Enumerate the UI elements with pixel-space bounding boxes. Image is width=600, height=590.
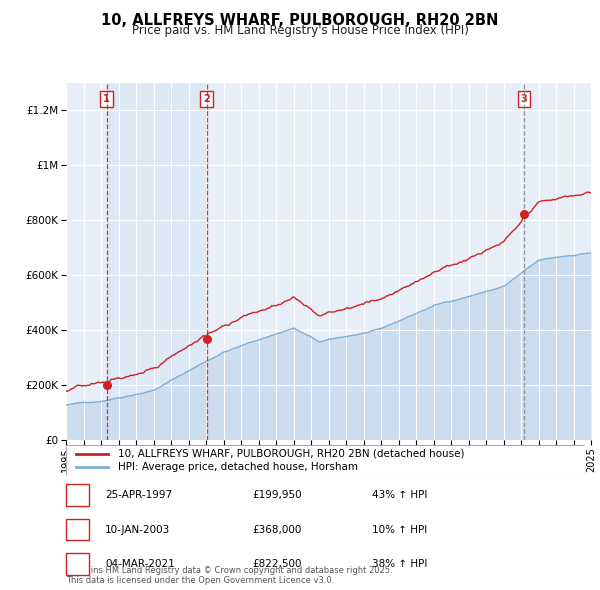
- Text: 10% ↑ HPI: 10% ↑ HPI: [372, 525, 427, 535]
- Text: 3: 3: [521, 94, 527, 104]
- Text: 3: 3: [74, 559, 81, 569]
- Text: 10, ALLFREYS WHARF, PULBOROUGH, RH20 2BN (detached house): 10, ALLFREYS WHARF, PULBOROUGH, RH20 2BN…: [118, 449, 464, 458]
- Text: 04-MAR-2021: 04-MAR-2021: [105, 559, 175, 569]
- Text: 25-APR-1997: 25-APR-1997: [105, 490, 172, 500]
- Text: 43% ↑ HPI: 43% ↑ HPI: [372, 490, 427, 500]
- Text: Price paid vs. HM Land Registry's House Price Index (HPI): Price paid vs. HM Land Registry's House …: [131, 24, 469, 37]
- Text: 1: 1: [74, 490, 81, 500]
- Bar: [107, 83, 206, 440]
- Text: Contains HM Land Registry data © Crown copyright and database right 2025.
This d: Contains HM Land Registry data © Crown c…: [66, 566, 392, 585]
- Text: 10, ALLFREYS WHARF, PULBOROUGH, RH20 2BN: 10, ALLFREYS WHARF, PULBOROUGH, RH20 2BN: [101, 13, 499, 28]
- Text: 38% ↑ HPI: 38% ↑ HPI: [372, 559, 427, 569]
- Text: £368,000: £368,000: [252, 525, 301, 535]
- Text: HPI: Average price, detached house, Horsham: HPI: Average price, detached house, Hors…: [118, 462, 358, 471]
- Text: £199,950: £199,950: [252, 490, 302, 500]
- Text: 10-JAN-2003: 10-JAN-2003: [105, 525, 170, 535]
- Text: 2: 2: [74, 525, 81, 535]
- Text: 2: 2: [203, 94, 210, 104]
- Text: £822,500: £822,500: [252, 559, 302, 569]
- Text: 1: 1: [103, 94, 110, 104]
